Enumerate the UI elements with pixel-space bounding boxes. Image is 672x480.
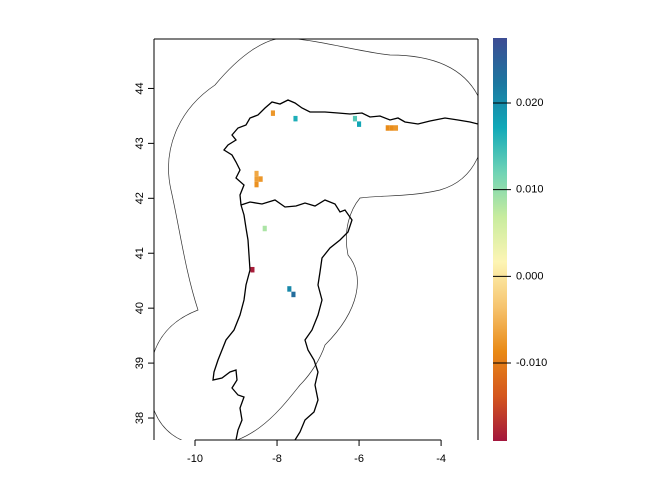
colorbar-tick-label: 0.000: [516, 270, 544, 282]
raster-cell: [250, 266, 255, 273]
raster-cell: [287, 286, 292, 292]
raster-cell: [389, 125, 394, 131]
y-tick-label: 44: [134, 82, 146, 94]
y-tick-label: 39: [134, 357, 146, 369]
raster-cell: [254, 176, 259, 182]
x-tick-label: -8: [272, 453, 282, 465]
y-axis: 38 39 40 41 42 43 44: [134, 82, 155, 424]
buffer-outline: [154, 39, 478, 440]
colorbar-legend: -0.010 0.000 0.010 0.020: [493, 38, 547, 441]
raster-cell: [393, 125, 399, 131]
raster-cell: [352, 115, 358, 122]
colorbar-ramp: [493, 38, 507, 441]
raster-cell: [385, 125, 390, 131]
raster-cell: [357, 121, 362, 127]
y-tick-label: 41: [134, 247, 146, 259]
y-tick-label: 38: [134, 412, 146, 424]
colorbar-tick-label: 0.010: [516, 184, 544, 196]
raster-cells: [250, 110, 399, 298]
raster-cell: [291, 291, 296, 298]
raster-cell: [258, 176, 263, 182]
x-tick-label: -6: [354, 453, 364, 465]
raster-cell: [262, 225, 267, 232]
y-tick-label: 42: [134, 192, 146, 204]
raster-cell: [254, 170, 259, 177]
raster-cell: [293, 115, 298, 122]
raster-cell: [254, 181, 259, 188]
colorbar-tick-label: 0.020: [516, 97, 544, 109]
y-tick-label: 43: [134, 137, 146, 149]
y-tick-label: 40: [134, 302, 146, 314]
x-tick-label: -4: [436, 453, 446, 465]
coastline: [212, 99, 478, 440]
x-axis: -10 -8 -6 -4: [187, 439, 446, 465]
x-tick-label: -10: [187, 453, 203, 465]
raster-cell: [270, 110, 275, 116]
colorbar-tick-label: -0.010: [516, 357, 547, 369]
